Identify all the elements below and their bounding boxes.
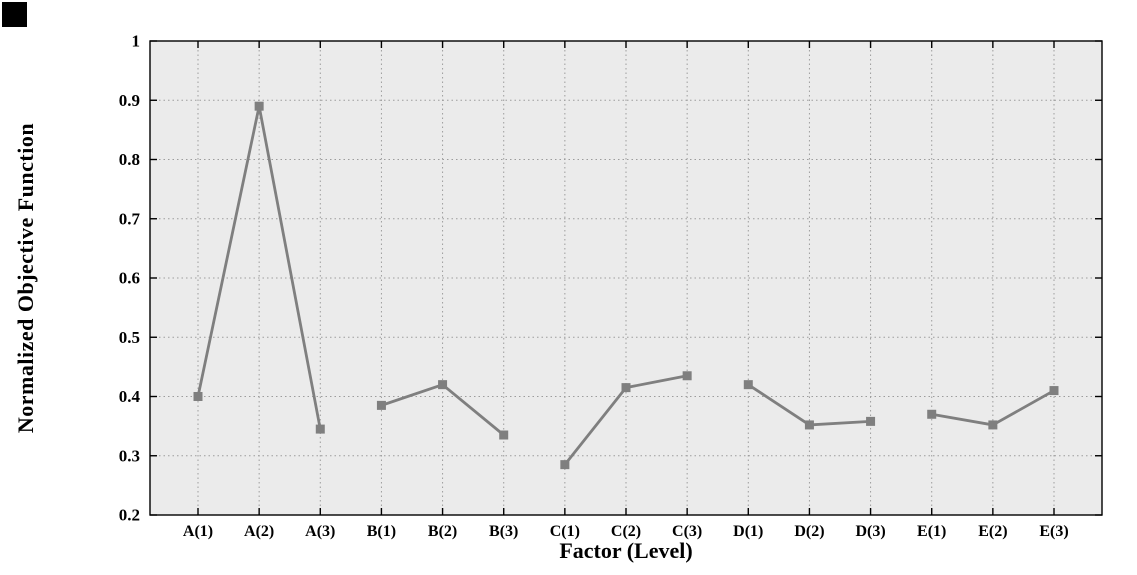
x-category-label: B(2) [428,523,457,540]
data-marker [315,424,325,434]
data-marker [376,400,386,410]
y-tick-label: 0.8 [119,150,140,169]
x-category-label: B(3) [489,523,518,540]
y-tick-label: 0.5 [119,328,140,347]
data-marker [621,383,631,393]
y-tick-label: 1 [132,32,141,51]
x-category-label: A(3) [305,523,335,540]
data-marker [254,101,264,111]
x-category-label: C(1) [550,523,580,540]
data-marker [1049,386,1059,396]
x-axis-label: Factor (Level) [559,538,693,563]
y-axis-label: Normalized Objective Function [13,122,38,434]
x-category-label: D(2) [794,523,824,540]
y-tick-label: 0.6 [119,269,140,288]
y-tick-label: 0.4 [119,387,141,406]
data-marker [866,416,876,426]
data-marker [682,371,692,381]
y-tick-label: 0.9 [119,91,140,110]
y-tick-label: 0.7 [119,209,141,228]
data-marker [438,380,448,390]
data-marker [743,380,753,390]
x-category-label: D(1) [733,523,763,540]
x-category-label: A(2) [244,523,274,540]
x-category-label: D(3) [855,523,885,540]
corner-marker [2,2,27,27]
y-tick-label: 0.2 [119,506,140,525]
y-tick-label: 0.3 [119,446,140,465]
x-category-label: E(3) [1039,523,1068,540]
data-marker [804,420,814,430]
data-marker [193,392,203,401]
data-marker [927,409,937,419]
x-category-label: B(1) [367,523,396,540]
x-category-label: A(1) [183,523,213,540]
data-marker [560,460,570,470]
data-marker [499,430,509,440]
x-category-label: E(2) [978,523,1007,540]
x-category-label: C(3) [672,523,702,540]
x-category-label: C(2) [611,523,641,540]
data-marker [988,420,998,430]
x-category-label: E(1) [917,523,946,540]
